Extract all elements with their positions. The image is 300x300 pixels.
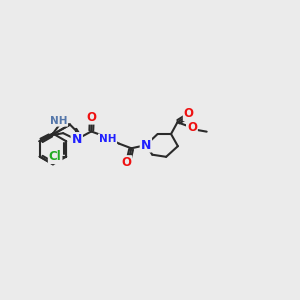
Text: N: N <box>141 139 151 152</box>
Text: O: O <box>184 107 194 120</box>
Text: NH: NH <box>99 134 116 144</box>
Text: Cl: Cl <box>49 150 61 163</box>
Text: O: O <box>121 156 131 169</box>
Text: NH: NH <box>50 116 67 126</box>
Text: O: O <box>187 121 197 134</box>
Text: N: N <box>72 133 82 146</box>
Text: O: O <box>87 111 97 124</box>
